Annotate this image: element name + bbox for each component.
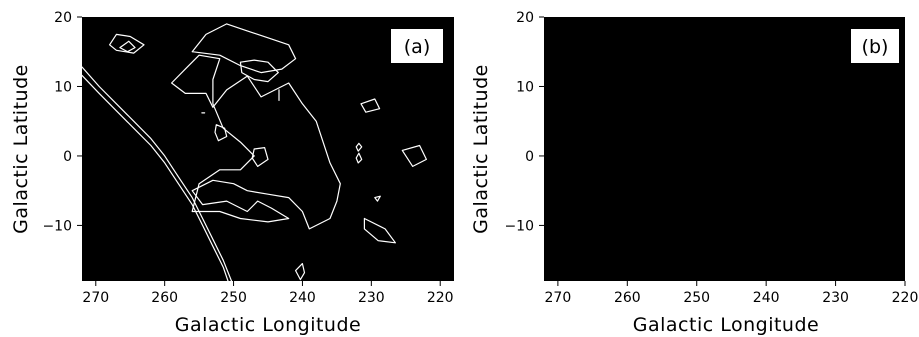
y-tick-label-a-20: 20 [54, 10, 72, 26]
panel-label-a: (a) [391, 29, 443, 63]
contour-a-small-224 [401, 144, 427, 167]
contours-a [81, 23, 427, 282]
contour-a-main-complex [171, 54, 341, 230]
contour-a-rect-230 [360, 98, 381, 113]
y-tick-label-a-10: 10 [54, 79, 72, 95]
panel-label-b: (b) [851, 29, 899, 63]
contour-a-dot-229 [374, 195, 381, 202]
contour-a-below-229 [363, 217, 396, 244]
contour-a-small-252 [214, 124, 228, 142]
contour-a-left-top-inner [119, 40, 136, 53]
panel-label-text-a: (a) [404, 36, 430, 58]
x-ticks-a: 270 260 250 240 230 220 [82, 281, 454, 306]
x-tick-label-a-250: 250 [220, 290, 247, 306]
y-tick-label-b-10: 10 [516, 79, 534, 95]
y-tick-label-b-20: 20 [516, 10, 534, 26]
x-tick-label-b-220: 220 [892, 290, 919, 306]
x-tick-label-a-230: 230 [358, 290, 385, 306]
x-axis-title-b: Galactic Longitude [633, 314, 819, 336]
x-axis-title-a: Galactic Longitude [175, 314, 361, 336]
y-axis-title-a: Galactic Latitude [10, 64, 32, 234]
y-tick-label-a--10: −10 [42, 218, 72, 234]
x-tick-label-a-270: 270 [82, 290, 109, 306]
contour-a-diamond-231 [355, 152, 363, 164]
x-ticks-b: 270 260 250 240 230 220 [545, 281, 919, 306]
x-tick-label-b-250: 250 [683, 290, 710, 306]
contour-a-left-top-blob [108, 33, 145, 54]
panel-b: 270 260 250 240 230 220 20 10 0 −10 (b) Galactic… [470, 10, 918, 336]
contour-a-plane-edge-1 [81, 66, 233, 282]
y-axis-title-b: Galactic Latitude [470, 64, 492, 234]
y-ticks-a: 20 10 0 −10 [42, 10, 82, 234]
plot-area-b [544, 17, 905, 281]
x-tick-label-b-230: 230 [822, 290, 849, 306]
panel-label-box-b [851, 29, 899, 63]
y-tick-label-b--10: −10 [504, 218, 534, 234]
contour-a-small-246 [251, 147, 269, 167]
y-tick-label-b-0: 0 [525, 149, 534, 165]
x-tick-label-b-260: 260 [614, 290, 641, 306]
contour-a-drop-231 [355, 142, 363, 152]
x-tick-label-b-240: 240 [753, 290, 780, 306]
y-ticks-b: 20 10 0 −10 [504, 10, 544, 234]
contour-a-ring-244 [239, 59, 279, 83]
panel-label-text-b: (b) [862, 36, 889, 58]
panel-a: 270 260 250 240 230 220 20 10 0 −10 (a) Galactic… [10, 10, 454, 336]
panel-label-box-a [391, 29, 443, 63]
contour-a-upper-ridge [191, 23, 297, 74]
y-tick-label-a-0: 0 [63, 149, 72, 165]
x-tick-label-a-260: 260 [151, 290, 178, 306]
contour-a-plane-edge-2 [81, 74, 229, 282]
contour-a-low-240 [295, 263, 306, 281]
x-tick-label-a-220: 220 [427, 290, 454, 306]
x-tick-label-b-270: 270 [545, 290, 572, 306]
x-tick-label-a-240: 240 [289, 290, 316, 306]
